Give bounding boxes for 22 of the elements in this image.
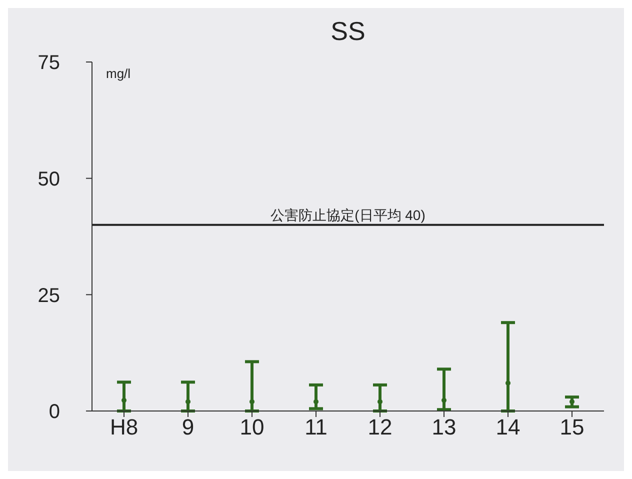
- point: [186, 399, 190, 404]
- point: [314, 399, 318, 404]
- y-tick-label: 75: [38, 52, 60, 74]
- point: [442, 398, 446, 403]
- y-tick-label: 0: [48, 401, 60, 424]
- x-tick-label: H8: [110, 414, 138, 440]
- point: [378, 399, 382, 404]
- ref-line-label: 公害防止協定(日平均 40): [270, 206, 426, 223]
- point: [570, 399, 574, 404]
- y-tick-label: 50: [38, 168, 60, 190]
- point: [122, 398, 126, 403]
- chart-title: SS: [330, 16, 366, 47]
- x-tick-label: 12: [368, 414, 392, 440]
- x-tick-label: 15: [560, 414, 584, 440]
- x-tick-label: 14: [496, 414, 520, 440]
- x-tick-label: 11: [304, 414, 328, 440]
- x-tick-label: 10: [240, 414, 264, 440]
- point: [250, 399, 254, 404]
- x-tick-label: 9: [182, 414, 194, 440]
- y-tick-label: 25: [38, 284, 60, 307]
- y-axis-title: mg/l: [106, 66, 131, 81]
- x-tick-label: 13: [432, 414, 456, 440]
